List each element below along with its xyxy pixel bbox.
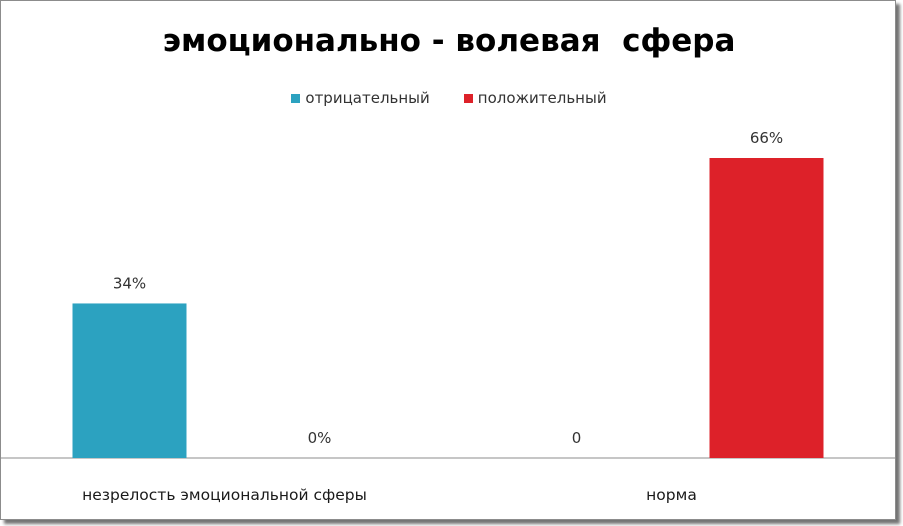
category-label-0: незрелость эмоциональной сферы [82, 486, 367, 504]
data-label-0-0: 34% [113, 274, 146, 292]
legend-swatch-negative [291, 93, 301, 103]
legend-item-positive: положительный [463, 89, 607, 107]
data-label-1-1: 66% [750, 129, 783, 147]
chart-legend: отрицательный положительный [1, 89, 897, 107]
legend-swatch-positive [463, 93, 473, 103]
legend-item-negative: отрицательный [291, 89, 430, 107]
chart-title: эмоционально - волевая сфера [162, 23, 736, 59]
bar-0-0 [72, 303, 187, 458]
legend-label-positive: положительный [477, 89, 607, 107]
category-label-1: норма [646, 486, 697, 504]
data-label-0-1: 0 [572, 429, 582, 447]
legend-label-negative: отрицательный [305, 89, 430, 107]
data-label-1-0: 0% [308, 429, 332, 447]
bar-1-1 [709, 158, 824, 458]
